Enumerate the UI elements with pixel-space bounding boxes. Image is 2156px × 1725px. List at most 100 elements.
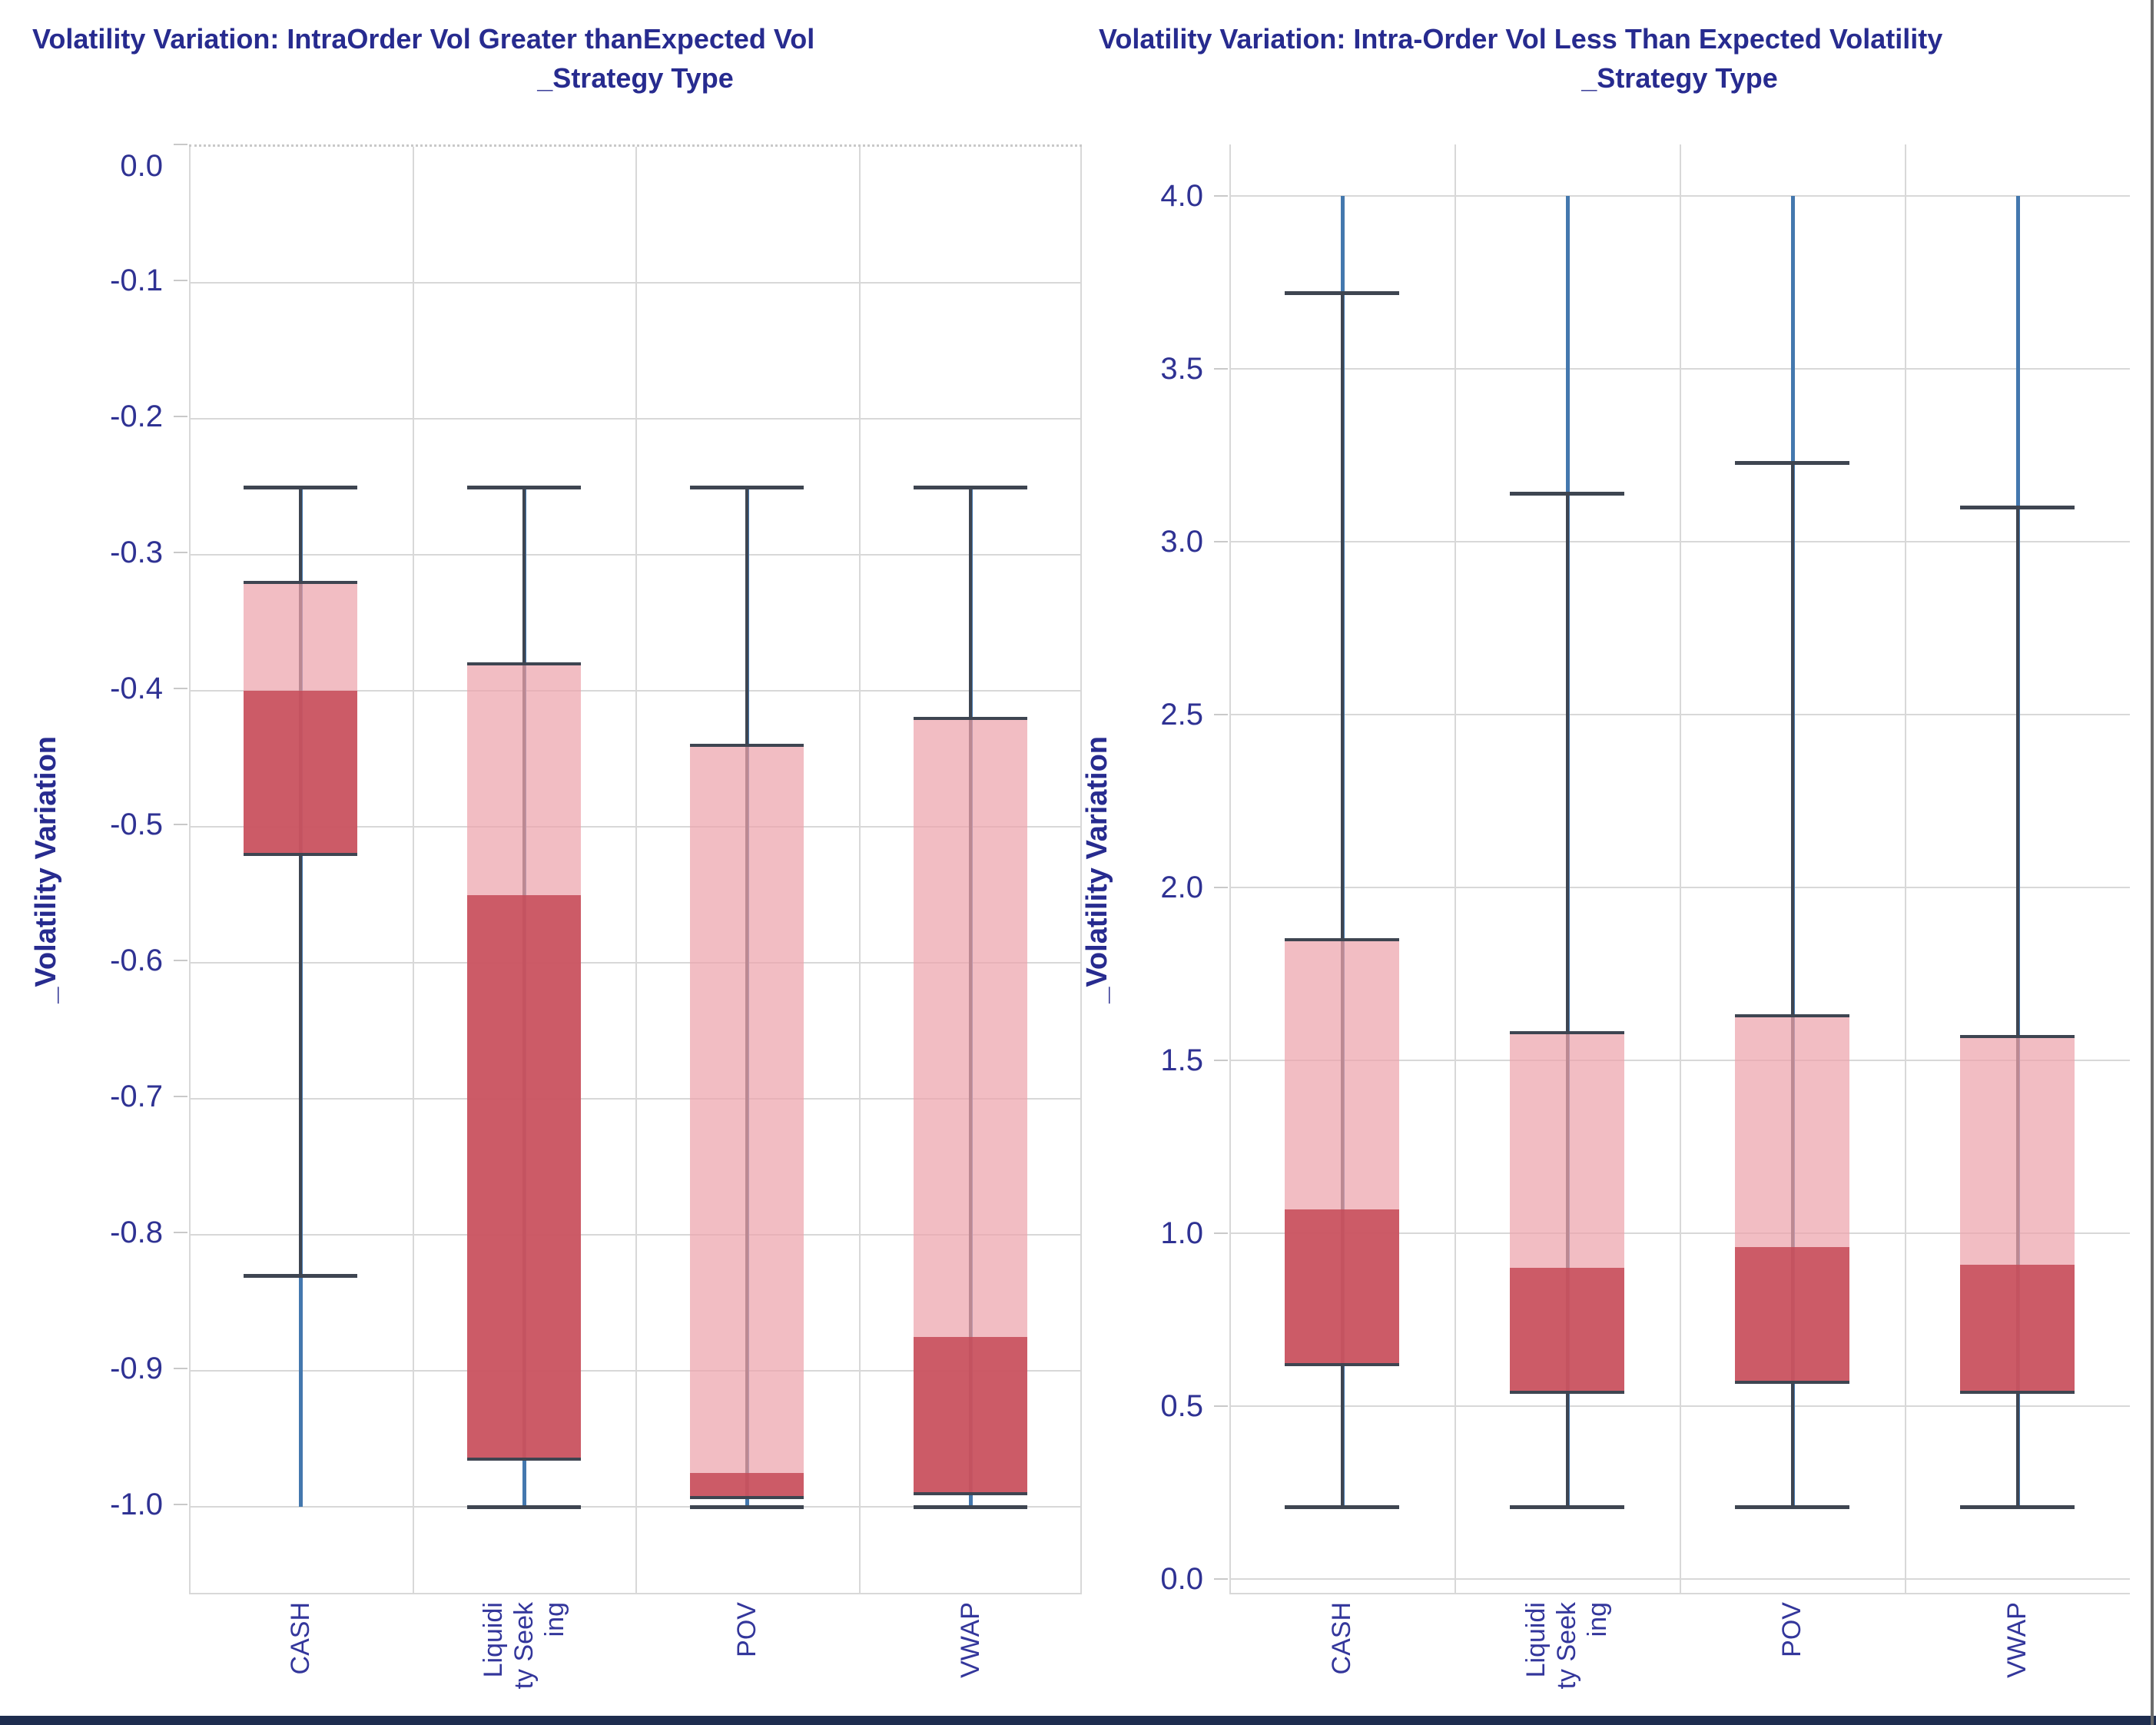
y-tick-label-1.5: 1.5 [1160,1043,1203,1078]
x-label-cell-pov: POV [678,1602,816,1713]
whisker-cap-high [1734,460,1850,465]
column-separator [858,147,861,1593]
y-tick-mark-0.5 [1214,1405,1228,1408]
y-tick-mark-2.5 [1214,714,1228,716]
box-lower-quartile [1284,1209,1400,1365]
y-tick-mark-3.0 [1214,541,1228,543]
box-bottom-edge [466,1458,581,1461]
column-separator [635,147,637,1593]
box-upper-quartile [690,745,804,1498]
plot-area-less [1229,144,2130,1594]
y-tick-label--0.7: -0.7 [110,1080,163,1114]
box-bottom-edge [913,1491,1027,1495]
x-label-pov[interactable]: POV [1777,1602,1807,1657]
y-tick-label--0.1: -0.1 [110,264,163,298]
box-top-edge [466,662,581,665]
box-lower-quartile [1509,1268,1625,1393]
chart-title-greater: Volatility Variation: IntraOrder Vol Gre… [32,23,815,55]
box-top-edge [244,580,358,584]
x-label-liquidity-seeking[interactable]: Liquidi ty Seek ing [478,1602,569,1690]
y-tick-label--1.0: -1.0 [110,1488,163,1522]
boxplot-vwap[interactable] [1905,144,2130,1593]
box-top-edge [690,744,804,747]
whisker-cap-high [1959,506,2075,510]
whisker-stem [2015,507,2019,1507]
whisker-cap-low [1734,1504,1850,1509]
y-tick-mark--0.1 [174,280,187,282]
x-label-cash[interactable]: CASH [286,1602,316,1675]
box-bottom-edge [1734,1380,1850,1384]
column-separator [1080,147,1082,1593]
y-tick-mark--0.4 [174,688,187,690]
box-top-edge [1284,937,1400,941]
box-bottom-edge [1509,1391,1625,1395]
x-label-cash[interactable]: CASH [1327,1602,1357,1675]
column-separator [1905,144,1906,1593]
whisker-stem [1790,462,1794,1507]
box-top-edge [1509,1031,1625,1035]
y-tick-mark--0.9 [174,1368,187,1370]
x-label-cell-liquidity-seeking: Liquidi ty Seek ing [1498,1602,1637,1713]
box-top-edge [1959,1034,2075,1038]
column-separator [1229,144,1231,1593]
column-separator [1454,144,1456,1593]
x-label-pov[interactable]: POV [732,1602,762,1657]
whisker-cap-low [913,1505,1027,1510]
boxplot-vwap[interactable] [859,147,1083,1593]
boxplot-cash[interactable] [1229,144,1454,1593]
box-lower-quartile [244,691,358,854]
y-tick-mark--0.7 [174,1096,187,1098]
y-tick-label-4.0: 4.0 [1160,179,1203,214]
whisker-cap-high [690,485,804,489]
boxplot-pov[interactable] [635,147,859,1593]
column-separator [412,147,414,1593]
boxplot-cash[interactable] [189,147,413,1593]
box-top-edge [1734,1013,1850,1017]
y-tick-mark-0.0 [174,144,187,145]
x-label-cell-cash: CASH [1273,1602,1411,1713]
box-lower-quartile [1734,1247,1850,1382]
y-tick-mark--0.8 [174,1232,187,1234]
y-tick-mark--1.0 [174,1504,187,1506]
y-tick-mark--0.5 [174,824,187,826]
boxplot-pov[interactable] [1680,144,1905,1593]
x-axis-less: CASH Liquidi ty Seek ing POV VWAP [1229,1602,2130,1713]
box-bottom-edge [690,1496,804,1500]
x-label-vwap[interactable]: VWAP [2002,1602,2032,1678]
whisker-cap-high [244,485,358,489]
box-top-edge [913,716,1027,720]
x-label-liquidity-seeking[interactable]: Liquidi ty Seek ing [1521,1602,1613,1690]
y-tick-mark--0.3 [174,552,187,554]
whisker-cap-high [913,485,1027,489]
x-label-cell-liquidity-seeking: Liquidi ty Seek ing [455,1602,593,1713]
boxplot-liquidity-seeking[interactable] [1454,144,1680,1593]
whisker-cap-high [1509,492,1625,496]
x-axis-title-greater: _Strategy Type [537,62,734,94]
box-bottom-edge [1284,1363,1400,1367]
y-tick-label-3.0: 3.0 [1160,525,1203,559]
whisker-cap-low [1959,1504,2075,1509]
y-tick-label--0.2: -0.2 [110,400,163,434]
whisker-stem [1340,293,1344,1507]
y-tick-label-0.0: 0.0 [1160,1562,1203,1596]
box-lower-quartile [690,1473,804,1498]
y-tick-label-0.5: 0.5 [1160,1389,1203,1424]
x-label-vwap[interactable]: VWAP [955,1602,985,1678]
whisker-cap-high [466,485,581,489]
y-tick-label--0.9: -0.9 [110,1352,163,1386]
y-tick-label--0.3: -0.3 [110,536,163,570]
box-bottom-edge [244,852,358,856]
whisker-cap-high [1284,291,1400,296]
window-right-edge [2151,0,2154,1725]
y-tick-label-2.0: 2.0 [1160,871,1203,905]
y-axis-greater: 0.0 -0.1 -0.2 -0.3 -0.4 -0.5 -0.6 -0.7 -0.8 -0.9 -… [0,144,189,1594]
y-tick-mark-1.0 [1214,1232,1228,1235]
y-tick-mark-1.5 [1214,1060,1228,1062]
y-tick-mark-4.0 [1214,195,1228,197]
y-tick-mark-2.0 [1214,887,1228,889]
boxplot-liquidity-seeking[interactable] [413,147,636,1593]
box-lower-quartile [913,1337,1027,1494]
whisker-stem [299,486,303,1276]
x-axis-greater: CASH Liquidi ty Seek ing POV VWAP [189,1602,1082,1713]
whisker-cap-low [1284,1504,1400,1509]
